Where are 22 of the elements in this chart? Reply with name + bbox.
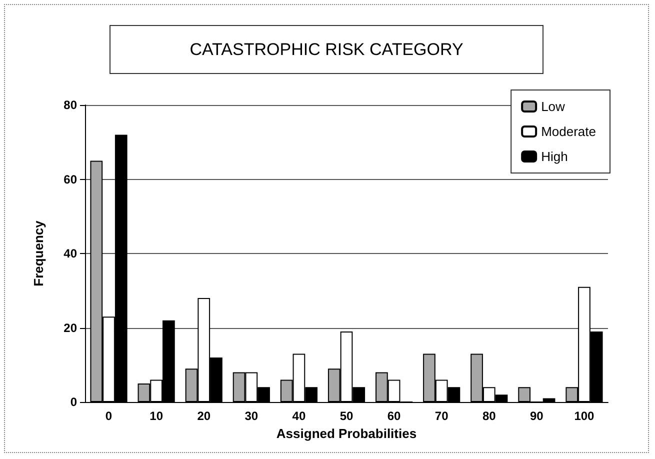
y-tick-label: 80 [64, 98, 78, 112]
chart-title: CATASTROPHIC RISK CATEGORY [190, 40, 464, 59]
x-tick-label: 90 [530, 409, 544, 423]
x-axis-title: Assigned Probabilities [276, 426, 417, 441]
x-tick-label: 80 [482, 409, 496, 423]
x-tick-label: 0 [105, 409, 112, 423]
x-tick-label: 100 [574, 409, 595, 423]
x-tick-label: 30 [244, 409, 258, 423]
legend-label: High [541, 149, 568, 164]
x-tick-label: 10 [150, 409, 164, 423]
legend-label: Low [541, 99, 566, 114]
x-tick-label: 40 [292, 409, 306, 423]
y-tick-label: 0 [70, 395, 78, 409]
legend-label: Moderate [541, 124, 596, 139]
x-tick-label: 50 [340, 409, 354, 423]
x-tick-label: 70 [434, 409, 449, 423]
y-tick-label: 40 [64, 246, 78, 260]
y-axis-title: Frequency [31, 220, 46, 286]
x-tick-label: 20 [197, 409, 211, 423]
x-tick-label: 60 [387, 409, 402, 423]
y-tick-label: 20 [64, 320, 78, 335]
y-tick-label: 60 [64, 172, 78, 186]
